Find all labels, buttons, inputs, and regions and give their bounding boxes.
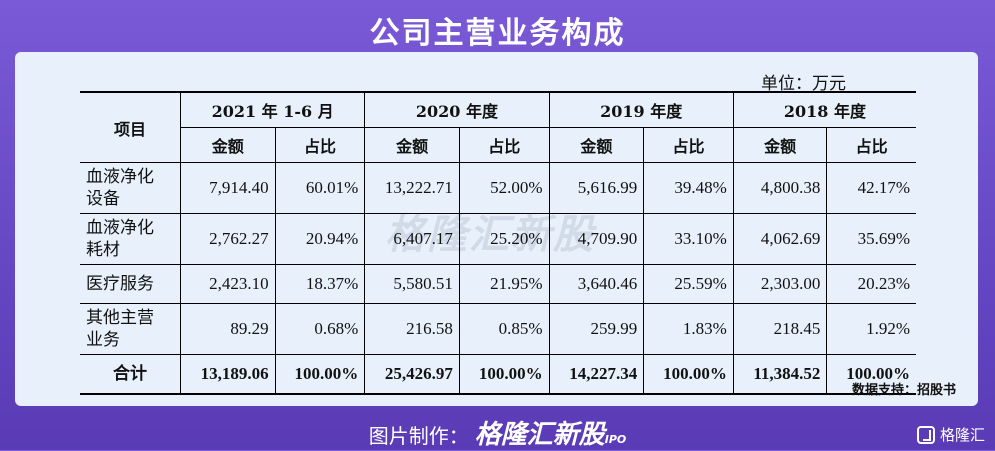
period-header: 2020 年度 bbox=[364, 91, 550, 128]
table-row: 血液净化 耗材 2,762.27 20.94% 6,407.17 25.20% 4,709.… bbox=[80, 213, 916, 265]
ratio-cell: 1.83% bbox=[643, 303, 734, 355]
amount-cell: 4,800.38 bbox=[732, 162, 828, 214]
footer: 图片制作： 格隆汇新股IPO bbox=[0, 414, 995, 451]
footer-ipo: IPO bbox=[604, 433, 627, 446]
amount-cell: 13,222.71 bbox=[364, 162, 460, 214]
ratio-cell: 20.94% bbox=[274, 213, 366, 265]
amount-header: 金额 bbox=[548, 127, 645, 163]
ratio-cell: 0.68% bbox=[274, 303, 366, 355]
content-card: 单位：万元 格隆汇新股 项目 2021 年 1-6 月 2020 年度 2019… bbox=[15, 52, 978, 406]
amount-cell: 4,709.90 bbox=[548, 213, 645, 265]
amount-cell: 2,303.00 bbox=[732, 264, 828, 304]
row-label: 血液净化 耗材 bbox=[80, 213, 181, 265]
ratio-cell: 100.00% bbox=[274, 354, 366, 395]
row-label: 血液净化 设备 bbox=[80, 162, 181, 214]
row-label: 医疗服务 bbox=[80, 264, 181, 304]
page-title: 公司主营业务构成 bbox=[369, 16, 626, 51]
footer-label: 图片制作： bbox=[368, 424, 469, 448]
corner-brand: 格隆汇 bbox=[916, 424, 985, 445]
ratio-cell: 18.37% bbox=[274, 264, 366, 304]
gelonghui-logo-icon bbox=[916, 425, 935, 444]
period-header: 2019 年度 bbox=[548, 91, 734, 128]
data-source: 数据支持：招股书 bbox=[851, 383, 956, 398]
amount-cell: 5,580.51 bbox=[364, 264, 460, 304]
ratio-cell: 39.48% bbox=[643, 162, 734, 214]
ratio-cell: 25.59% bbox=[643, 264, 734, 304]
row-label-line: 设备 bbox=[86, 189, 120, 209]
row-label-line: 合计 bbox=[113, 364, 147, 384]
ratio-header: 占比 bbox=[643, 127, 734, 163]
amount-cell: 4,062.69 bbox=[732, 213, 828, 265]
table-row: 其他主营 业务 89.29 0.68% 216.58 0.85% 259.99 1.83% 21… bbox=[80, 303, 916, 355]
ratio-cell: 0.85% bbox=[458, 303, 550, 355]
row-label: 其他主营 业务 bbox=[80, 303, 181, 355]
ratio-cell: 100.00% bbox=[458, 354, 550, 395]
ratio-cell: 25.20% bbox=[458, 213, 550, 265]
ratio-header: 占比 bbox=[458, 127, 550, 163]
amount-cell: 3,640.46 bbox=[548, 264, 645, 304]
amount-cell: 2,423.10 bbox=[180, 264, 276, 304]
ratio-cell: 52.00% bbox=[458, 162, 550, 214]
ratio-cell: 100.00% bbox=[826, 354, 916, 395]
ratio-cell: 20.23% bbox=[826, 264, 916, 304]
amount-cell: 89.29 bbox=[180, 303, 276, 355]
corner-brand-text: 格隆汇 bbox=[939, 426, 985, 444]
row-label-line: 业务 bbox=[86, 330, 120, 350]
ratio-cell: 100.00% bbox=[643, 354, 734, 395]
ratio-cell: 35.69% bbox=[826, 213, 916, 265]
amount-cell: 6,407.17 bbox=[364, 213, 460, 265]
ratio-cell: 21.95% bbox=[458, 264, 550, 304]
amount-cell: 11,384.52 bbox=[732, 354, 828, 395]
business-composition-table: 项目 2021 年 1-6 月 2020 年度 2019 年度 2018 年度 … bbox=[80, 91, 916, 395]
amount-cell: 2,762.27 bbox=[180, 213, 276, 265]
table-row: 血液净化 设备 7,914.40 60.01% 13,222.71 52.00% 5,616… bbox=[80, 162, 916, 214]
row-label: 合计 bbox=[80, 354, 181, 395]
row-label-line: 医疗服务 bbox=[86, 274, 154, 294]
ratio-header: 占比 bbox=[274, 127, 366, 163]
amount-cell: 5,616.99 bbox=[548, 162, 645, 214]
row-label-line: 血液净化 bbox=[86, 167, 154, 187]
table-row: 医疗服务 2,423.10 18.37% 5,580.51 21.95% 3,640.46… bbox=[80, 264, 916, 304]
period-header: 2018 年度 bbox=[732, 91, 916, 128]
ratio-cell: 1.92% bbox=[826, 303, 916, 355]
ratio-cell: 60.01% bbox=[274, 162, 366, 214]
amount-cell: 25,426.97 bbox=[364, 354, 460, 395]
row-label-line: 耗材 bbox=[86, 240, 120, 260]
unit-label: 单位：万元 bbox=[761, 74, 846, 94]
item-header: 项目 bbox=[80, 91, 181, 163]
row-label-line: 其他主营 bbox=[86, 308, 154, 328]
amount-cell: 14,227.34 bbox=[548, 354, 645, 395]
row-label-line: 血液净化 bbox=[86, 218, 154, 238]
ratio-cell: 42.17% bbox=[826, 162, 916, 214]
amount-cell: 259.99 bbox=[548, 303, 645, 355]
amount-cell: 216.58 bbox=[364, 303, 460, 355]
ratio-header: 占比 bbox=[826, 127, 916, 163]
amount-cell: 218.45 bbox=[732, 303, 828, 355]
amount-header: 金额 bbox=[180, 127, 276, 163]
amount-cell: 7,914.40 bbox=[180, 162, 276, 214]
table-row: 合计 13,189.06 100.00% 25,426.97 100.00% 14,227… bbox=[80, 354, 916, 395]
ratio-cell: 33.10% bbox=[643, 213, 734, 265]
amount-header: 金额 bbox=[732, 127, 828, 163]
period-header: 2021 年 1-6 月 bbox=[179, 91, 366, 128]
footer-brand: 格隆汇新股 bbox=[474, 420, 605, 450]
amount-cell: 13,189.06 bbox=[180, 354, 276, 395]
amount-header: 金额 bbox=[364, 127, 460, 163]
